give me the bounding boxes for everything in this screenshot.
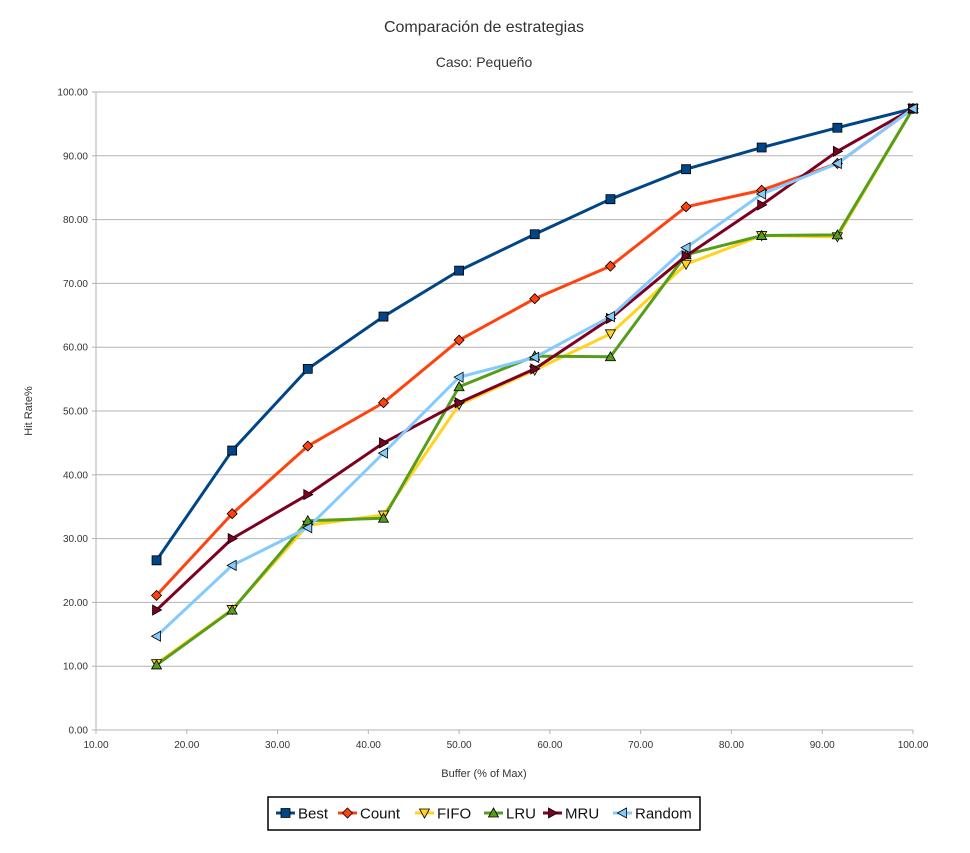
x-tick-label: 40.00 [356,740,381,751]
data-point-lru [453,380,465,392]
x-tick-label: 10.00 [83,740,108,751]
legend-marker [616,807,627,819]
y-tick-label: 60.00 [63,343,88,354]
data-point-random [755,188,767,200]
data-point-lru [377,512,390,523]
x-tick-label: 70.00 [628,740,653,751]
data-point-count [226,508,238,520]
x-tick-label: 20.00 [174,740,199,751]
data-point-random [150,630,161,642]
series-line-lru [155,107,915,667]
data-point-best [302,363,313,374]
legend-marker [487,807,500,818]
data-point-random [377,447,388,459]
data-point-lru [150,659,163,670]
data-point-random [453,371,464,383]
legend-marker [548,807,559,819]
grid-lines [96,91,913,731]
y-tick-label: 70.00 [63,279,88,290]
data-point-mru [152,604,163,616]
data-point-best [756,142,767,153]
series-line-fifo [155,107,915,665]
y-tick-label: 20.00 [63,598,88,609]
data-point-mru [379,437,390,449]
legend-item-lru: LRU [484,806,536,823]
data-point-best [529,229,540,240]
data-point-lru [226,604,238,615]
data-point-random [907,102,918,115]
y-tick-label: 10.00 [63,662,88,673]
data-point-best [378,311,389,322]
data-point-fifo [680,259,692,271]
x-axis-label: Buffer (% of Max) [441,768,526,780]
data-point-lru [755,229,768,240]
data-point-mru [454,397,465,409]
x-tick-label: 80.00 [719,740,744,751]
data-point-best [681,164,691,175]
chart-title: Comparación de estrategias [384,19,584,36]
chart-subtitle: Caso: Pequeño [436,54,533,70]
data-point-mru [681,250,692,262]
data-point-lru [604,350,617,362]
legend-label: MRU [565,806,599,823]
data-point-count [529,293,541,305]
legend-item-count: Count [338,806,401,823]
legend-marker [418,808,431,819]
legend-label: FIFO [437,806,471,823]
data-point-count [302,440,314,452]
y-tick-label: 50.00 [63,407,88,418]
legend-item-mru: MRU [543,806,599,823]
data-point-count [377,397,390,409]
x-tick-label: 90.00 [810,740,835,751]
y-tick-label: 0.00 [69,726,89,737]
data-point-random [831,157,842,170]
y-axis-label: Hit Rate% [23,386,35,436]
legend: Best Count FIFO LRU MRU Random [267,796,701,831]
data-point-count [453,334,465,346]
data-point-random [528,351,540,364]
legend-marker [280,808,291,818]
data-point-fifo [604,329,617,340]
data-point-best [832,122,843,133]
data-point-best [227,445,238,456]
y-tick-label: 90.00 [63,151,88,162]
data-point-mru [227,532,238,545]
data-point-random [680,241,691,254]
y-tick-label: 40.00 [63,470,88,481]
y-tick-label: 30.00 [63,534,88,545]
legend-label: Random [635,806,692,823]
legend-marker [341,807,354,819]
data-point-count [150,589,163,601]
data-point-mru [530,363,541,375]
axes: 0.00 10.00 20.00 30.00 40.00 50.00 60.00 70.00 8… [57,88,928,752]
data-point-best [454,265,465,276]
legend-item-best: Best [276,806,329,823]
x-tick-label: 50.00 [447,740,472,751]
data-point-mru [757,199,768,211]
y-tick-label: 100.00 [57,88,88,99]
data-point-mru [832,145,844,158]
y-tick-label: 80.00 [63,215,88,226]
legend-label: Best [298,806,329,823]
legend-item-fifo: FIFO [415,806,471,823]
data-point-lru [831,229,844,240]
x-tick-label: 100.00 [898,740,929,751]
data-point-random [226,559,237,572]
data-point-random [301,522,313,534]
data-point-mru [303,488,314,501]
series-lines [150,102,919,670]
data-point-count [680,201,692,213]
x-tick-label: 60.00 [537,740,562,751]
data-point-random [604,310,615,323]
data-point-best [151,555,162,566]
x-tick-label: 30.00 [265,740,290,751]
legend-item-random: Random [613,806,692,823]
data-point-count [604,260,617,272]
legend-label: LRU [506,806,536,823]
data-point-best [605,194,616,205]
legend-label: Count [360,806,401,823]
